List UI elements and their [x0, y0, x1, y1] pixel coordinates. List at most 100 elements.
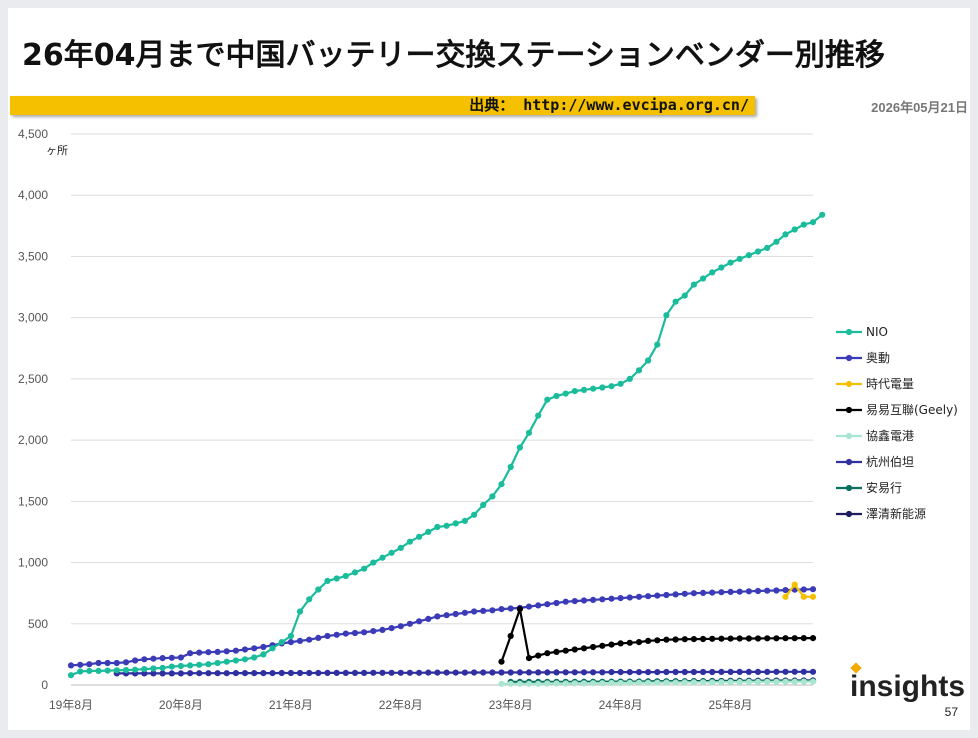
data-point — [507, 669, 514, 676]
data-point — [104, 659, 111, 667]
data-point — [571, 598, 578, 605]
data-point — [480, 501, 487, 509]
data-point — [736, 668, 743, 676]
data-point — [480, 669, 487, 676]
data-point — [379, 626, 386, 634]
data-point — [681, 668, 688, 676]
y-tick-label: 2,000 — [18, 433, 48, 447]
data-point — [709, 635, 716, 642]
data-point — [782, 593, 789, 600]
data-point — [406, 538, 413, 545]
data-point — [141, 666, 148, 673]
data-point — [187, 662, 194, 669]
y-tick-label: 3,500 — [18, 249, 48, 263]
data-point — [333, 631, 340, 638]
data-point — [324, 669, 331, 677]
data-point — [718, 635, 725, 642]
data-point — [150, 655, 157, 662]
data-point — [690, 590, 698, 597]
data-point — [406, 669, 413, 676]
data-point — [205, 649, 212, 656]
data-point — [580, 645, 588, 652]
data-point — [645, 593, 652, 600]
data-point — [141, 656, 148, 663]
data-point — [452, 669, 459, 676]
data-point — [736, 255, 743, 262]
data-point — [269, 645, 276, 652]
data-point — [608, 383, 615, 390]
data-point — [791, 226, 798, 233]
data-point — [397, 623, 404, 630]
data-point — [306, 669, 313, 677]
data-point — [443, 669, 450, 676]
data-point — [315, 586, 322, 593]
data-point — [196, 649, 203, 656]
data-point — [645, 679, 652, 686]
data-point — [498, 658, 505, 665]
data-point — [580, 597, 588, 604]
y-tick-label: 2,500 — [18, 372, 48, 386]
data-point — [397, 544, 404, 552]
data-point — [388, 549, 395, 556]
data-point — [296, 669, 304, 677]
data-point — [425, 528, 432, 536]
data-point — [516, 606, 523, 613]
data-point — [296, 637, 304, 645]
data-point — [700, 668, 707, 676]
data-point — [507, 680, 514, 687]
data-point — [571, 388, 578, 395]
data-point — [709, 269, 716, 276]
data-point — [553, 669, 560, 676]
data-point — [782, 668, 789, 675]
data-point — [287, 639, 294, 646]
data-point — [663, 636, 670, 643]
data-point — [800, 593, 807, 600]
data-point — [809, 635, 817, 642]
data-point — [416, 618, 423, 625]
data-point — [809, 593, 817, 600]
data-point — [791, 635, 798, 642]
data-point — [700, 589, 707, 597]
data-point — [718, 679, 725, 686]
data-point — [764, 587, 771, 594]
data-point — [489, 669, 496, 676]
data-point — [599, 669, 606, 676]
data-point — [196, 670, 203, 677]
data-point — [351, 669, 359, 677]
data-point — [535, 652, 542, 659]
data-point — [443, 612, 450, 619]
data-point — [791, 581, 798, 588]
data-point — [251, 670, 258, 677]
data-point — [718, 589, 725, 596]
data-point — [168, 670, 175, 677]
data-point — [223, 648, 230, 655]
data-point — [104, 667, 111, 674]
data-point — [370, 559, 377, 566]
data-point — [77, 668, 84, 675]
data-point — [800, 586, 807, 593]
data-point — [535, 680, 542, 687]
data-point — [516, 680, 523, 687]
series-line — [70, 588, 814, 667]
data-point — [727, 588, 734, 596]
data-point — [681, 679, 688, 686]
data-point — [406, 620, 413, 627]
data-point — [370, 669, 377, 676]
data-point — [278, 669, 285, 677]
data-point — [773, 678, 780, 685]
data-point — [425, 669, 432, 676]
data-point — [617, 595, 624, 602]
data-point — [635, 593, 643, 600]
data-point — [608, 669, 615, 676]
data-point — [77, 661, 84, 668]
data-point — [370, 628, 377, 635]
data-point — [361, 629, 368, 636]
data-point — [324, 632, 331, 640]
y-tick-label: 0 — [41, 678, 48, 692]
y-axis-label: ヶ所 — [46, 144, 68, 157]
data-point — [736, 635, 743, 642]
data-point — [132, 666, 139, 673]
data-point — [86, 667, 93, 675]
series-line — [70, 213, 823, 677]
data-point — [461, 669, 468, 676]
